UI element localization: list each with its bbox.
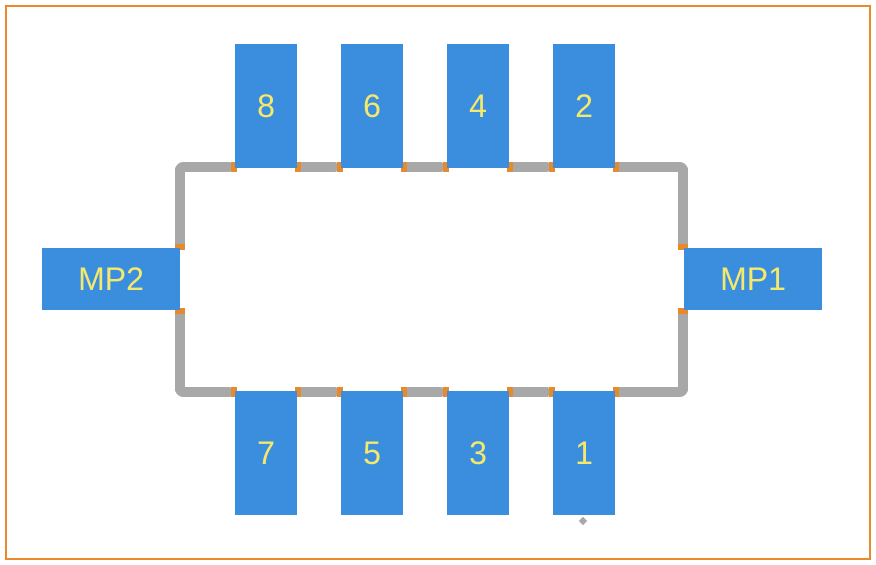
pad-label: 6 — [363, 88, 381, 125]
body-outline-segment — [512, 387, 549, 397]
body-outline-segment — [678, 167, 688, 247]
body-outline-segment — [512, 162, 549, 172]
pad-label: MP2 — [78, 261, 144, 298]
pad-bottom-7: 7 — [235, 391, 297, 515]
pad-label: 3 — [469, 435, 487, 472]
body-outline-segment — [678, 312, 688, 392]
pad-top-6: 6 — [341, 44, 403, 168]
pad-label: 5 — [363, 435, 381, 472]
body-outline-segment — [300, 387, 337, 397]
pad-side-MP2: MP2 — [42, 248, 180, 310]
pad-top-4: 4 — [447, 44, 509, 168]
pad-top-8: 8 — [235, 44, 297, 168]
pad-label: 2 — [575, 88, 593, 125]
pad-bottom-5: 5 — [341, 391, 403, 515]
pad-label: 4 — [469, 88, 487, 125]
pad-bottom-1: 1 — [553, 391, 615, 515]
pad-bottom-3: 3 — [447, 391, 509, 515]
pad-label: 8 — [257, 88, 275, 125]
pad-label: 1 — [575, 435, 593, 472]
pad-label: MP1 — [720, 261, 786, 298]
body-outline-segment — [300, 162, 337, 172]
pad-side-MP1: MP1 — [684, 248, 822, 310]
pad-top-2: 2 — [553, 44, 615, 168]
body-outline-segment — [406, 387, 443, 397]
body-outline-segment — [175, 167, 185, 247]
body-outline-segment — [175, 312, 185, 392]
pad-label: 7 — [257, 435, 275, 472]
body-outline-segment — [406, 162, 443, 172]
